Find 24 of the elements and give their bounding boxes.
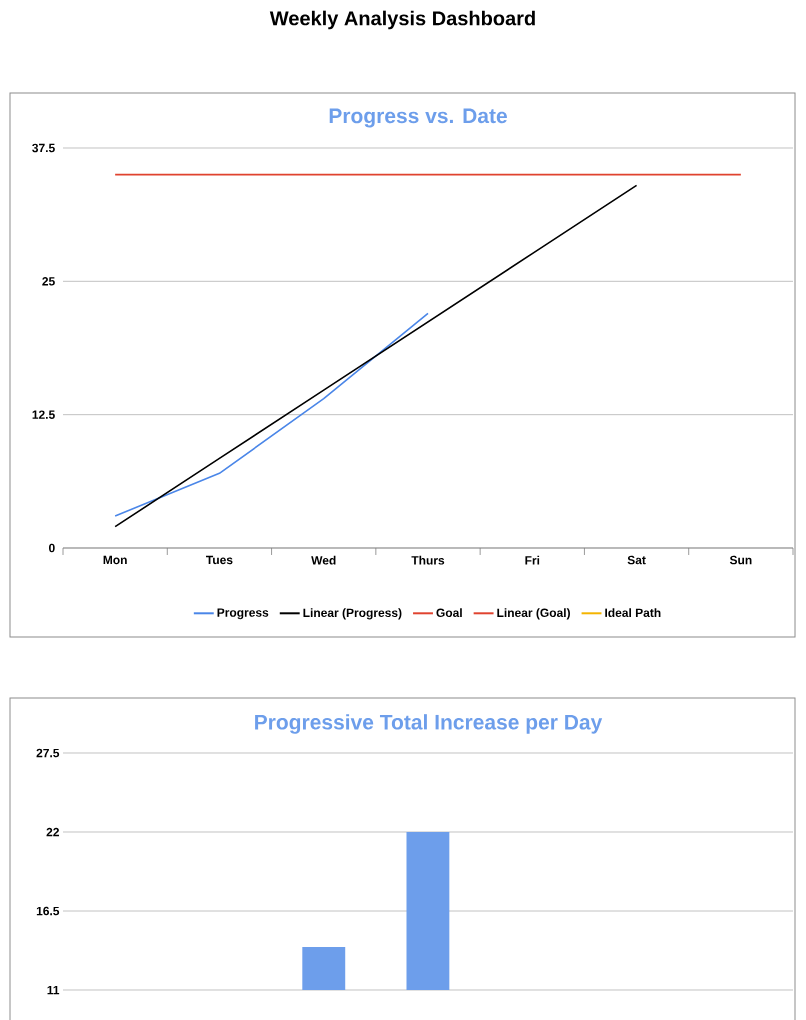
y-tick-label: 0 <box>48 543 55 553</box>
legend-label: Ideal Path <box>605 608 661 617</box>
y-tick-label: 22 <box>46 827 59 837</box>
y-tick-label: 11 <box>47 985 60 995</box>
y-tick-label: 37.5 <box>32 143 55 153</box>
legend-label: Linear (Progress) <box>303 608 402 620</box>
x-tick-label: Fri <box>525 555 540 565</box>
x-tick-label: Wed <box>311 555 336 565</box>
y-tick-label: 25 <box>42 277 55 286</box>
x-tick-label: Mon <box>103 555 127 565</box>
legend-label: Progress <box>217 608 269 620</box>
legend-label: Linear (Goal) <box>497 608 570 620</box>
y-tick-label: 12.5 <box>32 410 55 419</box>
chart-subtitle: Progress vs. Date <box>329 108 507 128</box>
y-tick-label: 16.5 <box>36 906 60 916</box>
y-tick-label: 27.5 <box>36 748 60 758</box>
x-tick-label: Sat <box>627 555 646 565</box>
chart-title: Progressive Total Increase per Day <box>255 714 603 734</box>
x-tick-label: Sun <box>729 555 752 565</box>
legend-label: Goal <box>436 608 462 617</box>
x-tick-label: Thurs <box>411 555 445 565</box>
x-tick-label: Tues <box>206 555 233 565</box>
line-series <box>114 312 429 517</box>
chart-title: Weekly Analysis Dashboard <box>269 10 535 30</box>
